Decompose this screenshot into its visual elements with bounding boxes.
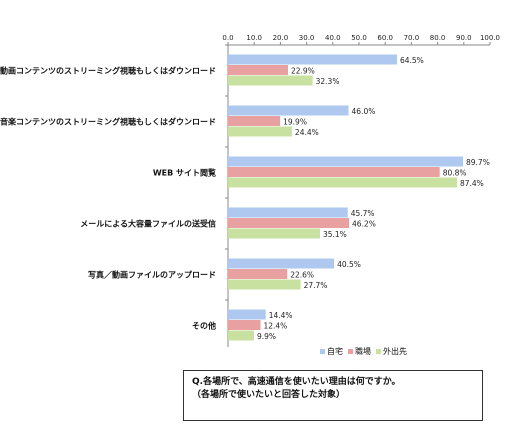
bar-value-label: 32.3% — [316, 77, 340, 86]
question-line-1: Q.各場所で、高速通信を使いたい理由は何ですか。 — [192, 377, 401, 387]
bar — [228, 105, 349, 116]
bar — [228, 126, 292, 137]
category-label: メールによる大容量ファイルの送受信 — [80, 218, 216, 228]
bar-value-label: 45.7% — [351, 209, 375, 218]
bar-value-label: 27.7% — [304, 281, 328, 290]
bar-value-label: 64.5% — [400, 56, 424, 65]
axes — [225, 42, 491, 347]
category-label: WEB サイト閲覧 — [153, 167, 216, 177]
x-tick-label: 100.0 — [480, 34, 500, 42]
x-tick-label: 60.0 — [377, 34, 393, 42]
bar — [228, 177, 457, 188]
bar-value-label: 46.2% — [352, 220, 376, 229]
bar-value-label: 89.7% — [466, 158, 490, 167]
bar-value-label: 87.4% — [460, 179, 484, 188]
legend-label-outside: 外出先 — [383, 347, 407, 356]
x-axis-ticks: 0.0 10.0 20.0 30.0 40.0 50.0 60.0 70.0 80.0 90.0 1… — [222, 34, 500, 42]
bar-value-label: 14.4% — [269, 311, 293, 320]
x-tick-label: 20.0 — [273, 34, 289, 42]
legend-item-outside: 外出先 — [376, 346, 407, 357]
category-label: 音楽コンテンツのストリーミング視聴もしくはダウンロード — [0, 116, 216, 126]
bar-value-label: 12.4% — [263, 322, 287, 331]
bar — [228, 228, 320, 239]
legend-swatch-home — [320, 349, 325, 354]
legend-label-home: 自宅 — [327, 347, 343, 356]
x-tick-label: 30.0 — [299, 34, 315, 42]
question-line-2: （各場所で使いたいと回答した対象） — [192, 390, 346, 400]
bar — [228, 65, 288, 75]
bar — [228, 279, 301, 290]
bars — [228, 54, 464, 341]
legend-label-work: 職場 — [355, 347, 371, 356]
bar — [228, 218, 350, 228]
x-tick-label: 80.0 — [430, 34, 446, 42]
category-label: 写真／動画ファイルのアップロード — [88, 269, 216, 279]
x-tick-label: 0.0 — [222, 34, 233, 42]
x-tick-label: 10.0 — [246, 34, 262, 42]
bar-value-label: 80.8% — [443, 169, 467, 178]
legend: 自宅 職場 外出先 — [320, 346, 407, 357]
category-labels: 動画コンテンツのストリーミング視聴もしくはダウンロード音楽コンテンツのストリーミ… — [0, 65, 216, 330]
bar-value-label: 46.0% — [352, 107, 376, 116]
bar-value-label: 22.9% — [291, 67, 315, 76]
bar — [228, 75, 313, 86]
legend-item-home: 自宅 — [320, 346, 343, 357]
x-tick-label: 90.0 — [456, 34, 472, 42]
x-tick-label: 50.0 — [351, 34, 367, 42]
bar-value-label: 24.4% — [295, 128, 319, 137]
bar — [228, 156, 464, 167]
bar — [228, 116, 281, 126]
bar — [228, 167, 440, 177]
bar — [228, 309, 266, 320]
bar — [228, 54, 397, 65]
category-label: 動画コンテンツのストリーミング視聴もしくはダウンロード — [0, 65, 216, 75]
data-labels: 64.5% 22.9%32.3% 46.0% 19.9%24.4% 89.7% 80.8%… — [257, 56, 490, 341]
bar-value-label: 40.5% — [337, 260, 361, 269]
question-box: Q.各場所で、高速通信を使いたい理由は何ですか。 （各場所で使いたいと回答した対… — [183, 370, 483, 421]
bar-value-label: 35.1% — [323, 230, 347, 239]
bar — [228, 330, 254, 341]
bar-value-label: 22.6% — [290, 271, 314, 280]
legend-swatch-outside — [376, 349, 381, 354]
legend-item-work: 職場 — [348, 346, 371, 357]
bar — [228, 320, 261, 330]
bar-value-label: 19.9% — [283, 118, 307, 127]
bar — [228, 258, 335, 269]
category-label: その他 — [192, 320, 216, 330]
x-tick-label: 40.0 — [325, 34, 341, 42]
x-tick-label: 70.0 — [404, 34, 420, 42]
bar — [228, 207, 348, 218]
bar-value-label: 9.9% — [257, 332, 276, 341]
legend-swatch-work — [348, 349, 353, 354]
bar — [228, 269, 288, 279]
